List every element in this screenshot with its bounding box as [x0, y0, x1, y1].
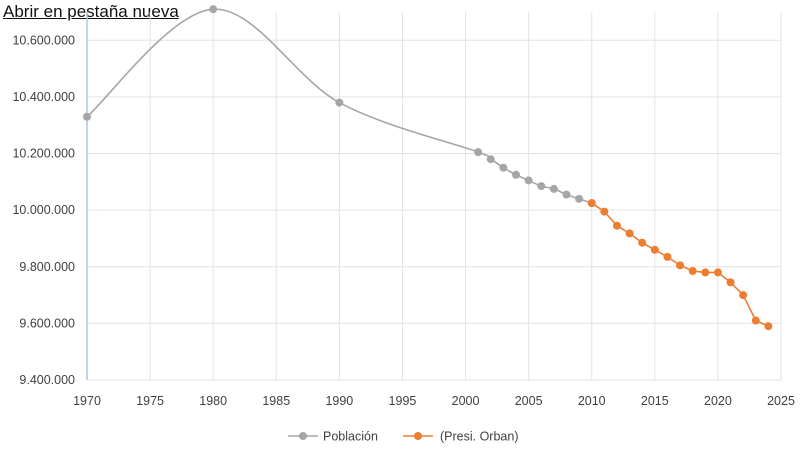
y-tick-label: 9.800.000	[19, 260, 75, 274]
data-point	[600, 207, 609, 216]
data-point	[512, 170, 521, 179]
data-point	[625, 229, 634, 238]
chart-axes: 9.400.000 9.600.000 9.800.000 10.000.000 10.…	[12, 12, 795, 408]
x-tick-label: 2005	[515, 394, 543, 408]
data-point	[751, 316, 760, 325]
data-point	[688, 267, 697, 276]
x-tick-label: 2025	[767, 394, 795, 408]
data-point	[499, 163, 508, 172]
data-point	[562, 190, 571, 199]
y-tick-label: 9.400.000	[19, 373, 75, 387]
x-tick-label: 1975	[136, 394, 164, 408]
data-point	[638, 238, 647, 247]
data-point	[713, 268, 722, 277]
x-tick-label: 1970	[73, 394, 101, 408]
chart-series	[83, 5, 773, 331]
x-tick-label: 1990	[325, 394, 353, 408]
data-point	[549, 184, 558, 193]
data-point	[726, 278, 735, 287]
data-point	[209, 5, 218, 14]
x-tick-label: 1985	[262, 394, 290, 408]
data-point	[676, 261, 685, 270]
chart-grid	[87, 12, 782, 381]
data-point	[764, 322, 773, 331]
x-tick-label: 1995	[389, 394, 417, 408]
data-point	[612, 221, 621, 230]
y-tick-label: 9.600.000	[19, 316, 75, 330]
x-tick-label: 2000	[452, 394, 480, 408]
x-tick-label: 1980	[199, 394, 227, 408]
data-point	[663, 252, 672, 261]
data-point	[575, 194, 584, 203]
chart-legend: Población (Presi. Orban)	[288, 430, 519, 444]
open-in-new-tab-link[interactable]: Abrir en pestaña nueva	[3, 2, 179, 21]
data-point	[335, 98, 344, 107]
data-point	[524, 176, 533, 185]
legend-label: Población	[323, 430, 378, 444]
data-point	[650, 245, 659, 254]
x-tick-label: 2010	[578, 394, 606, 408]
y-tick-label: 10.000.000	[12, 203, 75, 217]
y-tick-label: 10.400.000	[12, 90, 75, 104]
x-tick-label: 2015	[641, 394, 669, 408]
x-tick-label: 2020	[704, 394, 732, 408]
data-point	[474, 148, 483, 157]
legend-marker	[299, 432, 307, 440]
data-point	[537, 182, 546, 191]
data-point	[701, 268, 710, 277]
data-point	[486, 155, 495, 164]
legend-marker	[414, 432, 422, 440]
y-tick-label: 10.600.000	[12, 33, 75, 47]
data-point	[587, 199, 596, 208]
y-tick-label: 10.200.000	[12, 147, 75, 161]
data-point	[739, 291, 748, 300]
legend-label: (Presi. Orban)	[440, 430, 519, 444]
data-point	[83, 112, 91, 121]
